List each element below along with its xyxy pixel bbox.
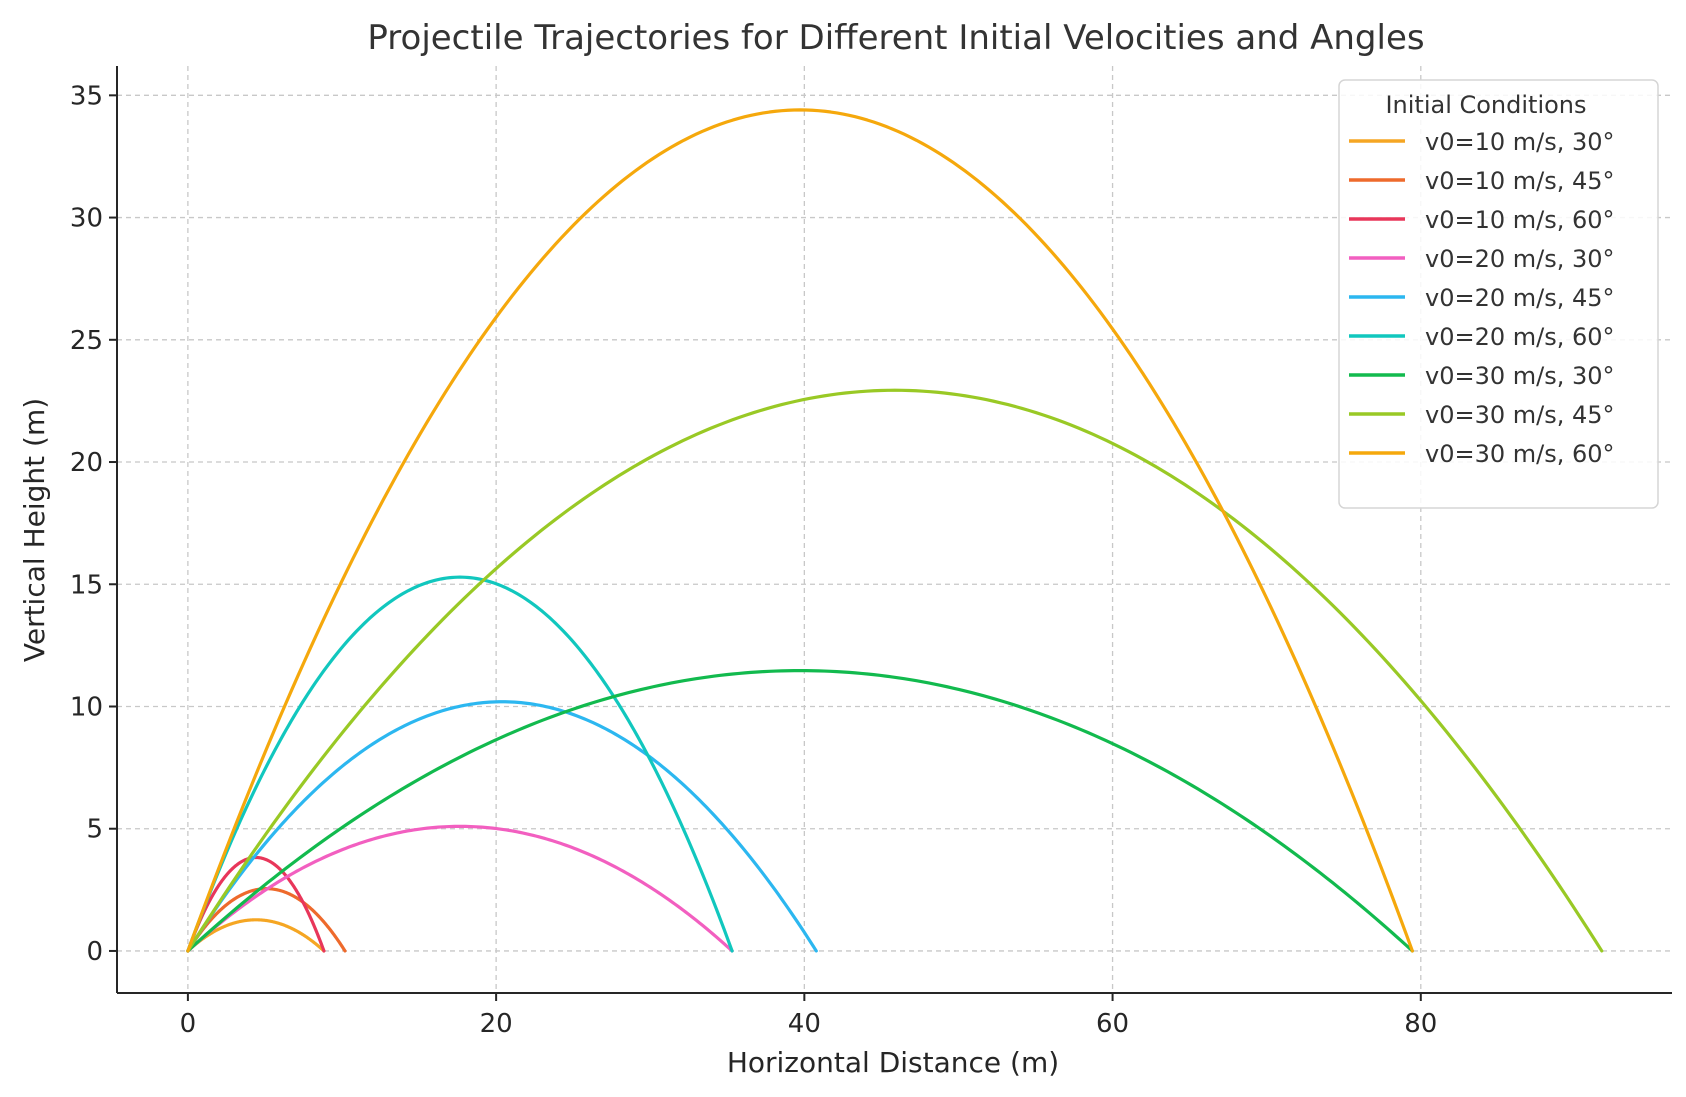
legend: Initial Conditions v0=10 m/s, 30° v0=10 m… — [1338, 79, 1659, 509]
legend-title: Initial Conditions — [1385, 91, 1586, 119]
series-line-7 — [186, 669, 1414, 953]
y-tick-label: 25 — [70, 326, 103, 356]
legend-entry-label: v0=10 m/s, 45° — [1425, 167, 1615, 195]
legend-entry-label: v0=20 m/s, 30° — [1425, 245, 1615, 273]
legend-entry-label: v0=30 m/s, 45° — [1425, 401, 1615, 429]
legend-entry-label: v0=30 m/s, 30° — [1425, 362, 1615, 390]
legend-entry-label: v0=30 m/s, 60° — [1425, 440, 1615, 468]
y-tick-label: 20 — [70, 448, 103, 478]
series-line-3 — [186, 855, 326, 953]
x-tick-label: 20 — [480, 1009, 513, 1039]
x-tick-label: 40 — [788, 1009, 821, 1039]
series-lines — [186, 108, 1604, 953]
series-line-1 — [186, 918, 326, 953]
legend-entry-label: v0=20 m/s, 45° — [1425, 284, 1615, 312]
grid — [117, 66, 1672, 993]
legend-entry-label: v0=20 m/s, 60° — [1425, 323, 1615, 351]
x-tick-label: 60 — [1096, 1009, 1129, 1039]
series-line-9 — [186, 108, 1414, 953]
y-axis-title: Vertical Height (m) — [18, 398, 51, 662]
x-tick-label: 80 — [1404, 1009, 1437, 1039]
y-tick-label: 30 — [70, 204, 103, 234]
y-tick-label: 5 — [86, 815, 103, 845]
y-tick-label: 0 — [86, 937, 103, 967]
x-axis-title: Horizontal Distance (m) — [727, 1046, 1059, 1079]
y-tick-label: 15 — [70, 570, 103, 600]
series-line-6 — [186, 575, 734, 953]
series-line-5 — [186, 700, 818, 953]
y-tick-label: 10 — [70, 692, 103, 722]
legend-entry-label: v0=10 m/s, 30° — [1425, 128, 1615, 156]
axes — [109, 66, 1672, 1001]
chart-title: Projectile Trajectories for Different In… — [367, 18, 1424, 58]
y-tick-label: 35 — [70, 81, 103, 111]
series-line-8 — [186, 388, 1604, 953]
series-line-4 — [186, 824, 734, 953]
legend-entry-label: v0=10 m/s, 60° — [1425, 206, 1615, 234]
legend-box — [1338, 79, 1659, 509]
x-tick-label: 0 — [180, 1009, 197, 1039]
tick-labels: 0 20 40 60 80 0 5 10 15 20 25 30 35 — [70, 81, 1437, 1039]
